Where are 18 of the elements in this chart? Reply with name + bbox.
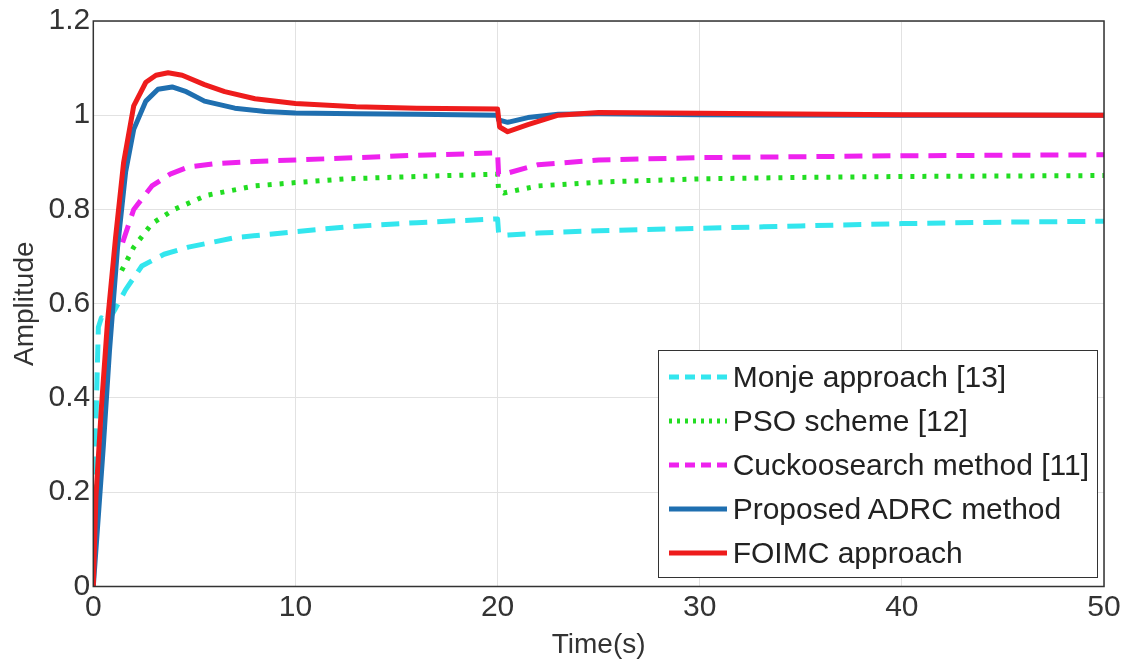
- y-tick-label: 1.2: [48, 2, 91, 36]
- x-axis-title: Time(s): [551, 627, 646, 659]
- x-tick-label: 50: [1087, 588, 1121, 622]
- legend-label: FOIMC approach: [732, 536, 963, 571]
- y-axis-title: Amplitude: [7, 241, 39, 366]
- y-tick-label: 0.2: [48, 473, 91, 507]
- legend-label: Monje approach [13]: [732, 360, 1007, 395]
- x-tick-label: 30: [683, 588, 717, 622]
- legend-label: Cuckoosearch method [11]: [732, 448, 1089, 483]
- y-tick-label: 0.6: [48, 284, 91, 318]
- x-tick-label: 10: [278, 588, 313, 622]
- x-tick-label: 20: [480, 588, 515, 622]
- y-tick-label: 0.8: [48, 190, 91, 224]
- legend-label: Proposed ADRC method: [732, 492, 1062, 527]
- y-tick-label: 1: [73, 96, 91, 130]
- legend-label: PSO scheme [12]: [732, 404, 968, 439]
- x-tick-label: 40: [885, 588, 919, 622]
- y-tick-label: 0.4: [48, 379, 91, 413]
